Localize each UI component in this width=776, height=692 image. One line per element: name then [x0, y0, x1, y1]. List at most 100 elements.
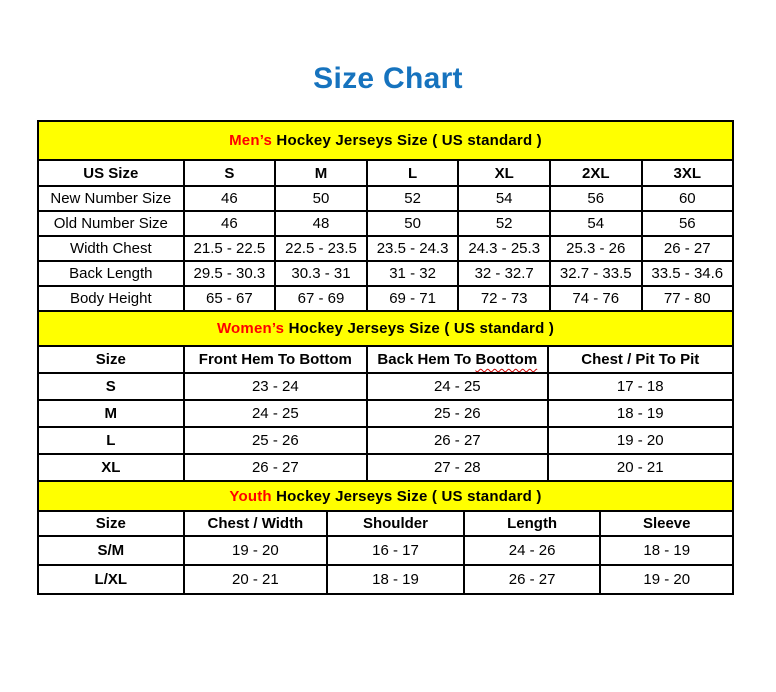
column-header-row: Size Chest / Width Shoulder Length Sleeve	[37, 510, 734, 537]
section-banner-text: Hockey Jerseys Size ( US standard )	[284, 320, 555, 337]
mens-size-table: Men’s Hockey Jerseys Size ( US standard …	[37, 120, 735, 312]
size-value-cell: 25.3 - 26	[548, 235, 643, 262]
row-label: L	[37, 426, 185, 455]
table-row: XL 26 - 27 27 - 28 20 - 21	[37, 453, 735, 482]
row-label: New Number Size	[37, 185, 185, 212]
size-value-cell: 16 - 17	[326, 535, 465, 566]
table-row: Old Number Size 46 48 50 52 54 56	[37, 210, 735, 237]
size-value-cell: 50	[274, 185, 368, 212]
size-value-cell: 24 - 25	[182, 399, 369, 428]
column-header: L	[365, 159, 460, 187]
section-banner-text: Hockey Jerseys Size ( US standard )	[271, 487, 542, 505]
size-value-cell: 18 - 19	[326, 564, 465, 595]
size-value-cell: 26 - 27	[366, 426, 549, 455]
size-value-cell: 32 - 32.7	[457, 260, 551, 287]
section-banner-accent: Men’s	[229, 132, 273, 149]
section-banner-row: Women’s Hockey Jerseys Size ( US standar…	[37, 310, 734, 347]
column-header: XL	[457, 159, 551, 187]
column-header-row: US Size S M L XL 2XL 3XL	[37, 159, 735, 187]
row-label: Width Chest	[37, 235, 185, 262]
row-label: Back Length	[37, 260, 185, 287]
size-value-cell: 19 - 20	[599, 564, 734, 595]
size-value-cell: 74 - 76	[548, 285, 643, 312]
page-title: Size Chart	[313, 62, 463, 95]
size-value-cell: 46	[182, 185, 277, 212]
size-value-cell: 18 - 19	[546, 399, 735, 428]
size-value-cell: 19 - 20	[182, 535, 329, 566]
table-row: L 25 - 26 26 - 27 19 - 20	[37, 426, 735, 455]
size-value-cell: 54	[548, 210, 643, 237]
size-value-cell: 33.5 - 34.6	[640, 260, 735, 287]
row-label: Old Number Size	[37, 210, 185, 237]
row-label: M	[37, 399, 185, 428]
size-value-cell: 21.5 - 22.5	[182, 235, 277, 262]
section-banner-text: Hockey Jerseys Size ( US standard )	[272, 132, 542, 149]
size-value-cell: 65 - 67	[182, 285, 277, 312]
size-chart: Men’s Hockey Jerseys Size ( US standard …	[37, 120, 735, 595]
size-value-cell: 26 - 27	[182, 453, 369, 482]
section-banner-accent: Youth	[229, 487, 272, 505]
section-banner: Youth Hockey Jerseys Size ( US standard …	[37, 480, 734, 512]
section-banner-row: Men’s Hockey Jerseys Size ( US standard …	[37, 120, 734, 161]
size-value-cell: 52	[365, 185, 460, 212]
column-header: Size	[37, 345, 185, 374]
column-header: Sleeve	[599, 510, 734, 537]
column-header: M	[274, 159, 368, 187]
size-value-cell: 26 - 27	[462, 564, 602, 595]
section-banner: Men’s Hockey Jerseys Size ( US standard …	[37, 120, 734, 161]
row-label: XL	[37, 453, 185, 482]
size-value-cell: 56	[640, 210, 735, 237]
size-value-cell: 32.7 - 33.5	[548, 260, 643, 287]
size-value-cell: 77 - 80	[640, 285, 735, 312]
size-value-cell: 22.5 - 23.5	[274, 235, 368, 262]
column-header: Shoulder	[326, 510, 465, 537]
size-value-cell: 24 - 26	[462, 535, 602, 566]
row-label: L/XL	[37, 564, 185, 595]
size-value-cell: 20 - 21	[546, 453, 735, 482]
size-value-cell: 25 - 26	[182, 426, 369, 455]
size-value-cell: 23.5 - 24.3	[365, 235, 460, 262]
column-header-row: Size Front Hem To Bottom Back Hem To Boott…	[37, 345, 735, 374]
size-value-cell: 50	[365, 210, 460, 237]
womens-size-table: Women’s Hockey Jerseys Size ( US standar…	[37, 310, 735, 482]
column-header: S	[182, 159, 277, 187]
size-value-cell: 67 - 69	[274, 285, 368, 312]
size-value-cell: 25 - 26	[366, 399, 549, 428]
column-header: Back Hem To Boottom	[366, 345, 549, 374]
table-row: S 23 - 24 24 - 25 17 - 18	[37, 372, 735, 401]
size-value-cell: 46	[182, 210, 277, 237]
table-row: New Number Size 46 50 52 54 56 60	[37, 185, 735, 212]
size-value-cell: 23 - 24	[182, 372, 369, 401]
size-value-cell: 18 - 19	[599, 535, 734, 566]
column-header: US Size	[37, 159, 185, 187]
size-value-cell: 60	[640, 185, 735, 212]
column-header: Chest / Pit To Pit	[546, 345, 735, 374]
size-value-cell: 31 - 32	[365, 260, 460, 287]
size-value-cell: 72 - 73	[457, 285, 551, 312]
size-value-cell: 19 - 20	[546, 426, 735, 455]
column-header: 3XL	[640, 159, 735, 187]
column-header: Length	[462, 510, 602, 537]
column-header: 2XL	[548, 159, 643, 187]
size-value-cell: 20 - 21	[182, 564, 329, 595]
size-value-cell: 24 - 25	[366, 372, 549, 401]
column-header: Chest / Width	[182, 510, 329, 537]
section-banner-row: Youth Hockey Jerseys Size ( US standard …	[37, 480, 734, 512]
section-banner-accent: Women’s	[216, 320, 285, 337]
table-row: M 24 - 25 25 - 26 18 - 19	[37, 399, 735, 428]
size-value-cell: 54	[457, 185, 551, 212]
size-value-cell: 26 - 27	[640, 235, 735, 262]
table-row: Width Chest 21.5 - 22.5 22.5 - 23.5 23.5 - …	[37, 235, 735, 262]
row-label: S	[37, 372, 185, 401]
youth-size-table: Youth Hockey Jerseys Size ( US standard …	[37, 480, 734, 595]
size-value-cell: 56	[548, 185, 643, 212]
size-value-cell: 30.3 - 31	[274, 260, 368, 287]
table-row: Body Height 65 - 67 67 - 69 69 - 71 72 - 73 7…	[37, 285, 735, 312]
size-value-cell: 24.3 - 25.3	[457, 235, 551, 262]
table-row: Back Length 29.5 - 30.3 30.3 - 31 31 - 32 32…	[37, 260, 735, 287]
row-label: Body Height	[37, 285, 185, 312]
row-label: S/M	[37, 535, 185, 566]
section-banner: Women’s Hockey Jerseys Size ( US standar…	[37, 310, 734, 347]
misspelled-word: Boottom	[475, 351, 538, 368]
column-header: Front Hem To Bottom	[182, 345, 369, 374]
